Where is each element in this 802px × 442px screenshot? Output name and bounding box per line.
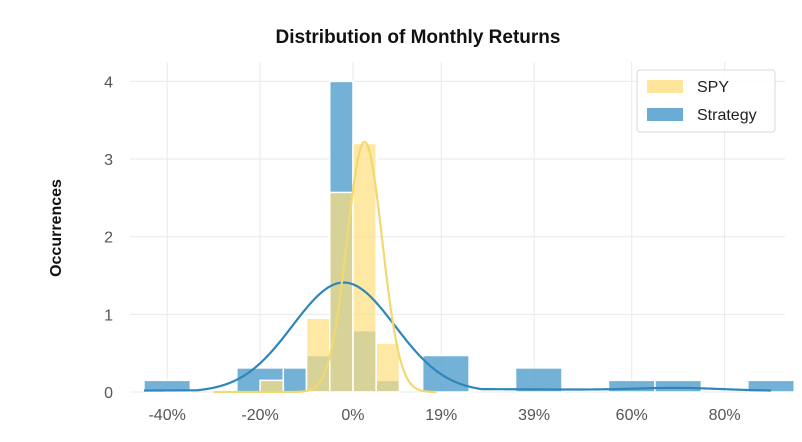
bar-strategy-2 — [282, 367, 308, 393]
bar-spy-4 — [375, 342, 401, 393]
legend-label-strategy: Strategy — [697, 107, 757, 124]
legend: SPY Strategy — [636, 69, 776, 133]
legend-swatch-strategy — [647, 108, 683, 121]
bar-strategy-9 — [607, 379, 656, 393]
kde-spy — [213, 140, 437, 394]
x-tick-labels: -40% -20% 0% 19% 39% 60% 80% — [148, 407, 740, 424]
x-tick-0: -40% — [148, 407, 185, 424]
x-tick-3: 19% — [425, 407, 457, 424]
x-tick-1: -20% — [241, 407, 278, 424]
bar-spy-1 — [305, 317, 331, 393]
y-axis-label: Occurrences — [48, 179, 65, 277]
bar-strategy-11 — [747, 379, 796, 393]
x-tick-4: 39% — [518, 407, 550, 424]
y-tick-4: 4 — [104, 74, 113, 91]
bar-strategy-7 — [421, 354, 470, 393]
histogram-bars — [143, 80, 796, 393]
y-tick-0: 0 — [104, 385, 113, 402]
y-tick-2: 2 — [104, 230, 113, 247]
legend-label-spy: SPY — [697, 79, 729, 96]
kde-curves — [143, 140, 772, 394]
x-tick-6: 80% — [709, 407, 741, 424]
kde-strategy — [143, 281, 772, 392]
y-tick-labels: 0 1 2 3 4 — [104, 74, 113, 402]
x-tick-2: 0% — [341, 407, 364, 424]
bar-spy-0 — [259, 379, 285, 393]
bar-strategy-10 — [654, 379, 703, 393]
bar-spy-3 — [352, 142, 377, 393]
legend-swatch-spy — [647, 80, 683, 93]
y-tick-1: 1 — [104, 307, 113, 324]
bar-strategy-8 — [514, 367, 563, 393]
y-tick-3: 3 — [104, 152, 113, 169]
x-tick-5: 60% — [616, 407, 648, 424]
bar-strategy-0 — [143, 379, 192, 393]
chart-title: Distribution of Monthly Returns — [276, 27, 561, 48]
